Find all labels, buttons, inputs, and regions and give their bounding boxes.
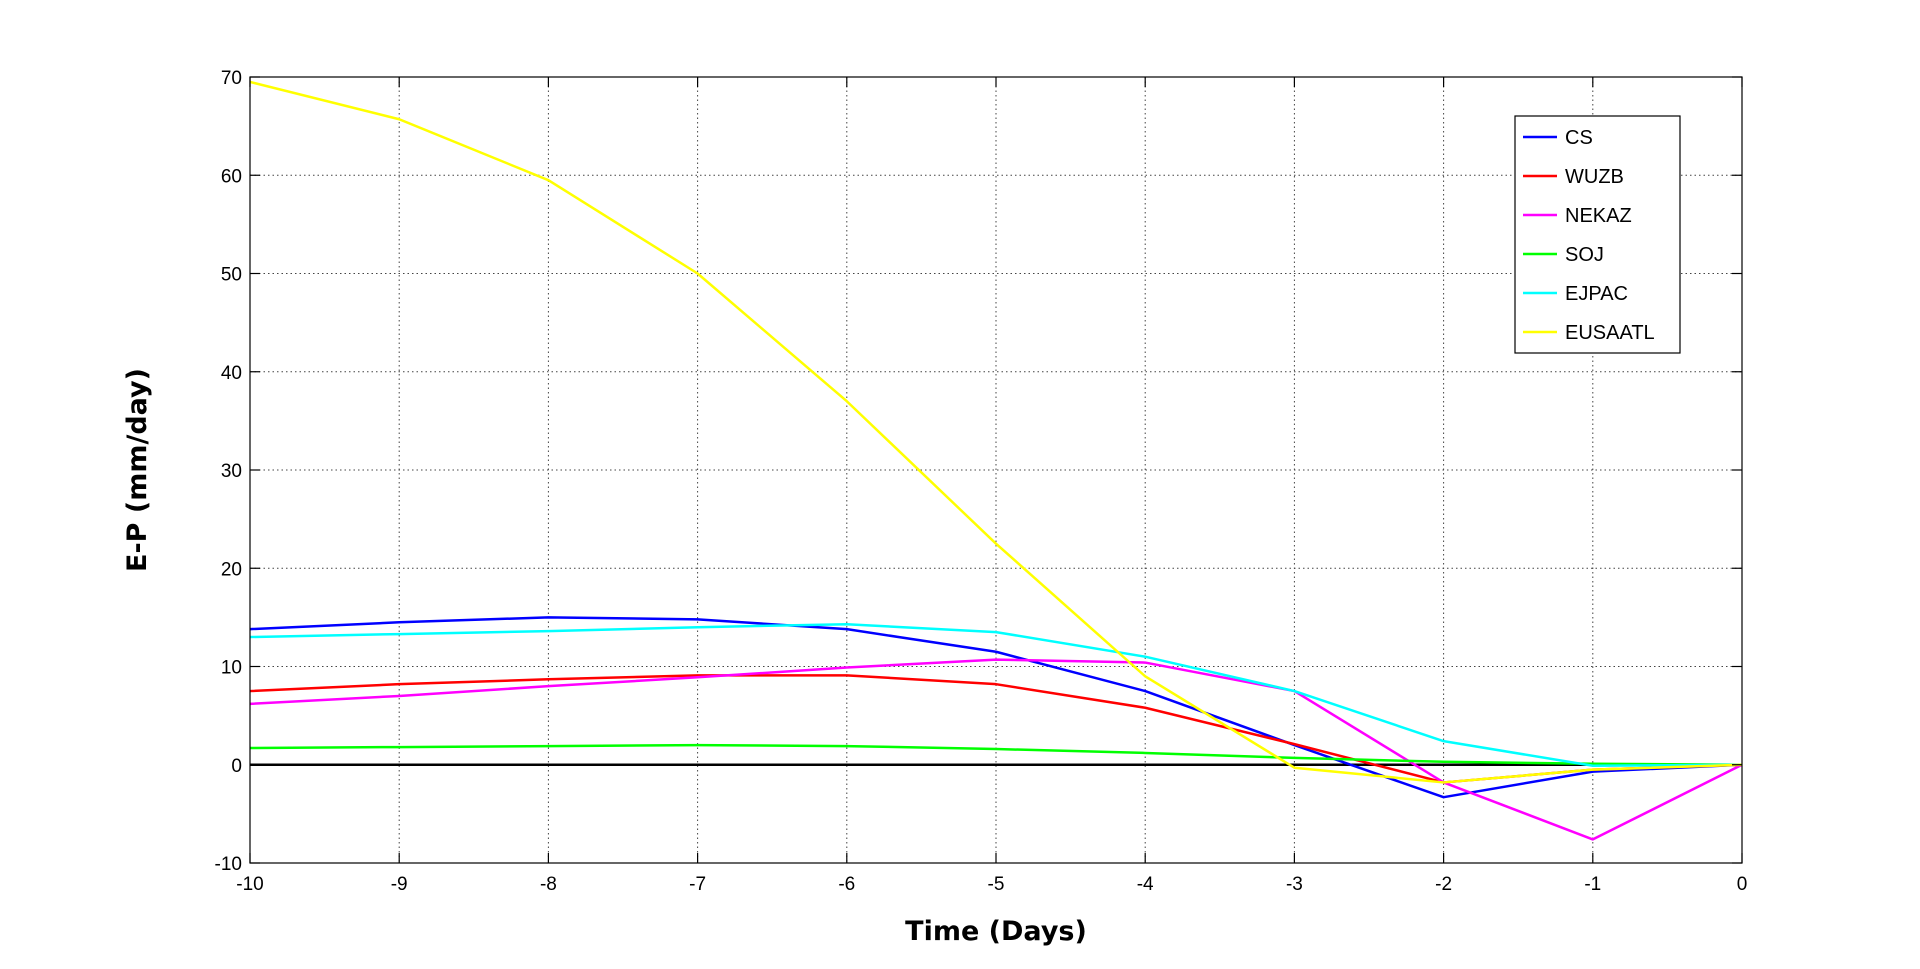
legend-items: CS WUZB NEKAZ SOJ EJPAC EUSAATL <box>1523 127 1655 344</box>
x-tick-label: -2 <box>1435 874 1452 895</box>
series-layer <box>249 80 1743 841</box>
x-tick-label: -5 <box>988 874 1005 895</box>
x-tick-label: 0 <box>1737 874 1748 895</box>
series-line-eusaatl <box>249 80 1743 784</box>
y-tick-label: 50 <box>221 265 242 286</box>
y-axis-title: E-P (mm/day) <box>122 368 153 572</box>
y-tick-label: 70 <box>221 68 242 89</box>
legend-label-cs: CS <box>1565 127 1593 149</box>
series-line-cs <box>249 616 1743 799</box>
x-axis-title: Time (Days) <box>905 916 1087 947</box>
legend: CS WUZB NEKAZ SOJ EJPAC EUSAATL <box>1514 115 1681 354</box>
x-tick-label: -1 <box>1584 874 1601 895</box>
x-tick-label: -9 <box>391 874 408 895</box>
x-tick-label: -7 <box>689 874 706 895</box>
y-tick-label: 10 <box>221 658 242 679</box>
legend-label-soj: SOJ <box>1565 244 1604 266</box>
y-tick-label: 40 <box>221 363 242 384</box>
series-line-soj <box>249 743 1743 766</box>
legend-label-eusaatl: EUSAATL <box>1565 322 1655 344</box>
y-tick-label: 30 <box>221 461 242 482</box>
legend-label-nekaz: NEKAZ <box>1565 205 1632 227</box>
series-line-nekaz <box>249 658 1743 841</box>
x-tick-label: -6 <box>838 874 855 895</box>
x-tick-label: -4 <box>1137 874 1154 895</box>
y-tick-label: 0 <box>231 756 242 777</box>
legend-label-wuzb: WUZB <box>1565 166 1624 188</box>
x-tick-label: -8 <box>540 874 557 895</box>
y-tick-label: 20 <box>221 559 242 580</box>
y-tick-label: -10 <box>215 854 242 875</box>
ticks <box>249 76 1743 864</box>
x-tick-label: -10 <box>236 874 263 895</box>
x-tick-label: -3 <box>1286 874 1303 895</box>
y-tick-label: 60 <box>221 166 242 187</box>
legend-label-ejpac: EJPAC <box>1565 283 1628 305</box>
series-line-ejpac <box>249 623 1743 767</box>
legend-box <box>1514 115 1681 354</box>
